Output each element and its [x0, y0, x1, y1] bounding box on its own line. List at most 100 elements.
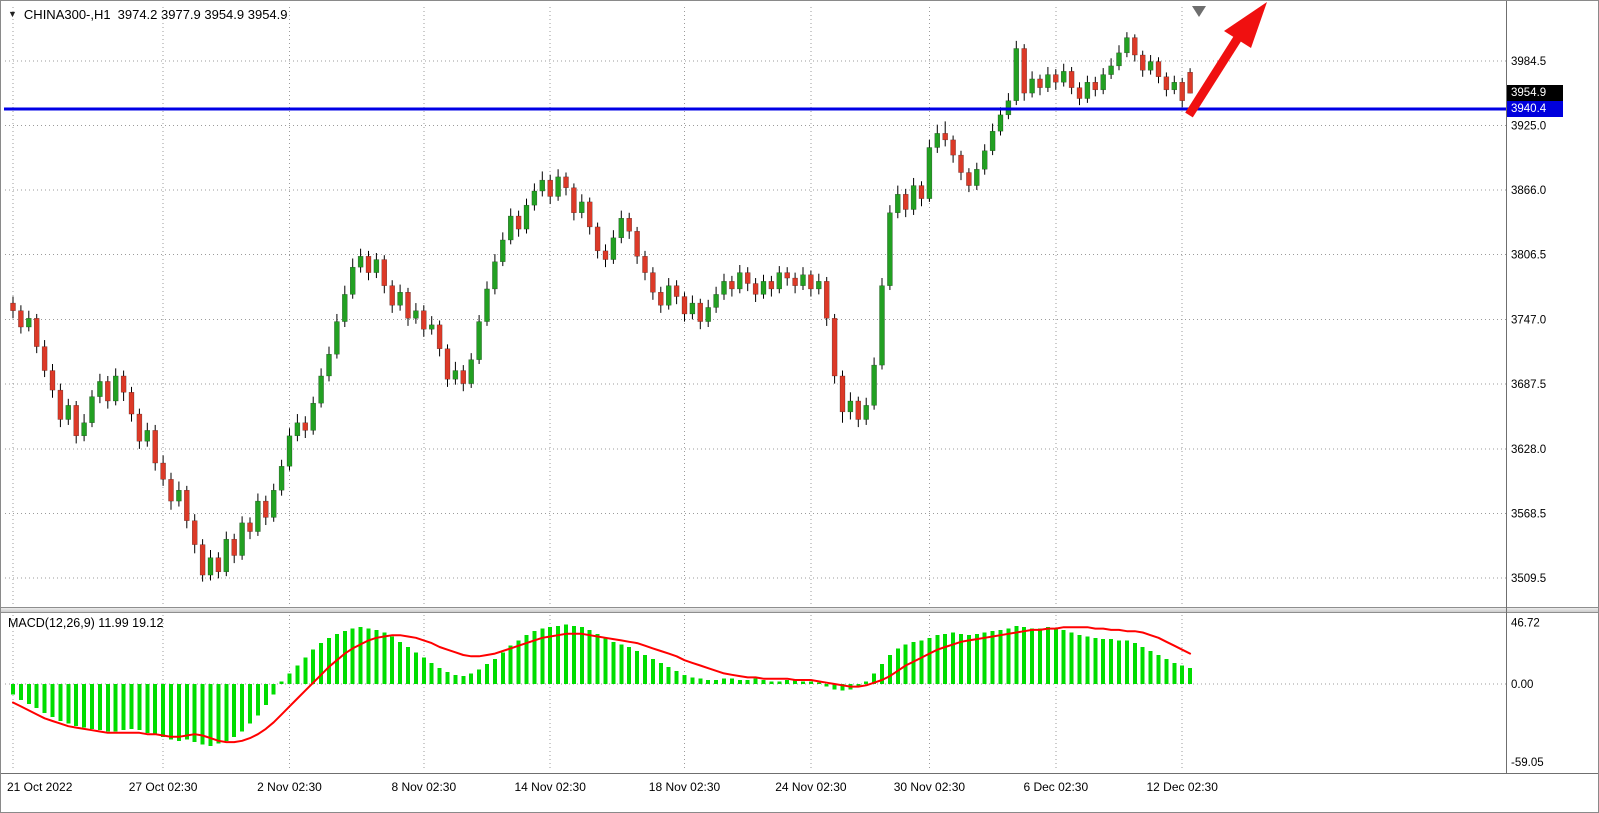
candle-body: [191, 520, 198, 545]
candle-body: [847, 400, 854, 413]
candle-body: [18, 310, 24, 328]
candle-body: [1171, 82, 1178, 91]
macd-histogram-bar: [682, 674, 687, 684]
macd-histogram-bar: [366, 628, 371, 684]
candle-body: [389, 285, 395, 306]
macd-histogram-bar: [816, 682, 821, 684]
candle-body: [144, 430, 151, 442]
macd-histogram-bar: [587, 629, 592, 684]
price-axis-label: 3984.5: [1511, 56, 1546, 68]
candle-body: [800, 274, 806, 286]
macd-histogram-bar: [121, 684, 126, 731]
macd-histogram-bar: [785, 680, 790, 684]
macd-histogram-bar: [1132, 643, 1137, 684]
candle-body: [160, 462, 166, 480]
macd-histogram-bar: [903, 644, 908, 684]
macd-histogram-bar: [97, 684, 102, 731]
macd-histogram-bar: [643, 654, 647, 684]
macd-histogram-bar: [808, 681, 813, 684]
macd-histogram-bar: [342, 631, 347, 684]
candle-body: [397, 292, 403, 306]
current-price-badge: 3954.9: [1507, 85, 1563, 102]
macd-histogram-bar: [1077, 635, 1082, 684]
price-axis-label: 3687.5: [1511, 379, 1546, 391]
candle-body: [950, 139, 956, 156]
candle-body: [713, 294, 719, 308]
candle-body: [1068, 71, 1075, 88]
macd-histogram-bar: [1022, 627, 1027, 684]
candle-body: [1021, 48, 1027, 94]
candle-body: [1187, 72, 1193, 94]
candle-body: [776, 272, 782, 290]
time-axis-label: 18 Nov 02:30: [649, 780, 721, 794]
macd-histogram-bar: [74, 684, 79, 727]
candle-body: [610, 237, 617, 260]
candle-body: [215, 557, 222, 573]
chart-collapse-icon[interactable]: ▼: [8, 9, 17, 19]
macd-histogram-bar: [801, 681, 805, 684]
macd-histogram-bar: [263, 684, 268, 706]
candle-body: [278, 466, 285, 491]
candle-body: [745, 272, 751, 284]
macd-histogram-bar: [1188, 668, 1193, 684]
macd-histogram-bar: [706, 680, 711, 684]
candle-body: [737, 272, 743, 290]
time-axis[interactable]: [1, 774, 1599, 813]
macd-histogram-bar: [34, 684, 39, 708]
macd-histogram-bar: [374, 629, 379, 684]
macd-histogram-bar: [1014, 625, 1019, 684]
macd-histogram-bar: [793, 680, 798, 684]
candle-body: [871, 364, 877, 406]
candle-body: [1116, 52, 1122, 67]
candle-body: [579, 201, 585, 213]
macd-histogram-bar: [1164, 658, 1169, 684]
macd-histogram-bar: [1148, 651, 1153, 684]
macd-histogram-bar: [327, 637, 331, 684]
macd-histogram-bar: [674, 670, 679, 684]
candle-body: [721, 281, 727, 295]
macd-histogram-bar: [1124, 640, 1129, 684]
macd-histogram-bar: [1030, 628, 1035, 684]
candle-body: [989, 130, 996, 151]
candle-body: [997, 114, 1004, 132]
candle-body: [1179, 82, 1185, 101]
macd-histogram-bar: [974, 633, 979, 684]
trend-arrow-shaft[interactable]: [1185, 30, 1245, 118]
price-axis[interactable]: [1507, 1, 1599, 773]
macd-histogram-bar: [161, 684, 166, 737]
trend-arrow-head[interactable]: [1224, 2, 1267, 48]
macd-histogram-bar: [627, 647, 632, 684]
macd-histogram-bar: [492, 658, 497, 684]
candle-body: [484, 288, 490, 322]
macd-histogram-bar: [658, 662, 663, 684]
candle-body: [508, 215, 514, 241]
candle-body: [697, 302, 703, 322]
macd-histogram-bar: [90, 684, 94, 729]
macd-axis-label: 0.00: [1511, 679, 1533, 691]
candle-body: [97, 381, 103, 397]
macd-histogram-bar: [477, 669, 482, 684]
candle-body: [247, 522, 253, 532]
macd-histogram-bar: [595, 633, 600, 684]
macd-histogram-bar: [935, 635, 940, 684]
candle-body: [365, 256, 372, 273]
candle-body: [808, 274, 814, 290]
candle-body: [547, 179, 553, 197]
symbol-info-bar: ▼ CHINA300-,H1 3974.2 3977.9 3954.9 3954…: [8, 7, 288, 22]
macd-histogram-bar: [864, 681, 869, 684]
candle-body: [34, 318, 40, 347]
macd-histogram-bar: [398, 641, 403, 684]
macd-histogram-bar: [1172, 662, 1177, 684]
candle-body: [555, 176, 561, 197]
pane-splitter[interactable]: [1, 607, 1598, 613]
macd-histogram-bar: [1053, 628, 1058, 684]
macd-histogram-bar: [832, 684, 837, 690]
down-arrow-marker: [1192, 6, 1206, 17]
macd-histogram-bar: [1061, 629, 1066, 684]
macd-histogram-bar: [350, 628, 355, 684]
candle-body: [594, 226, 601, 252]
macd-histogram-bar: [271, 684, 276, 695]
candle-body: [863, 405, 869, 420]
candle-body: [255, 500, 261, 532]
